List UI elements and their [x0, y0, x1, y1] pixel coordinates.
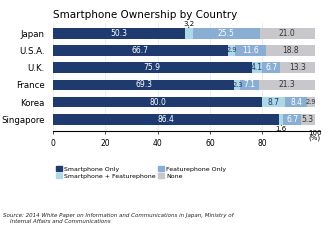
- Bar: [234, 79, 241, 90]
- Text: 66.7: 66.7: [132, 46, 149, 55]
- Text: 86.4: 86.4: [157, 115, 175, 124]
- Bar: [184, 28, 193, 38]
- Text: 80.0: 80.0: [149, 98, 166, 107]
- Bar: [262, 62, 280, 73]
- Bar: [53, 62, 252, 73]
- Bar: [279, 114, 283, 125]
- Text: 69.3: 69.3: [135, 80, 152, 89]
- Bar: [262, 97, 285, 107]
- Bar: [285, 97, 307, 107]
- Bar: [266, 45, 315, 56]
- Text: 5.3: 5.3: [302, 115, 314, 124]
- Text: 1.6: 1.6: [276, 126, 287, 132]
- Text: 13.3: 13.3: [289, 63, 306, 72]
- Text: 2.9: 2.9: [226, 47, 237, 53]
- Text: 25.5: 25.5: [218, 29, 235, 38]
- Text: 21.3: 21.3: [279, 80, 295, 89]
- Bar: [193, 28, 260, 38]
- Text: 7.1: 7.1: [244, 80, 256, 89]
- Text: 8.7: 8.7: [268, 98, 280, 107]
- Text: Source: 2014 White Paper on Information and Communications in Japan, Ministry of: Source: 2014 White Paper on Information …: [3, 213, 234, 224]
- Text: 3.2: 3.2: [183, 30, 194, 36]
- Text: 2.3: 2.3: [232, 82, 243, 88]
- Bar: [53, 114, 279, 125]
- Text: Smartphone Ownership by Country: Smartphone Ownership by Country: [53, 10, 237, 20]
- Text: 2.9: 2.9: [306, 99, 316, 105]
- Bar: [235, 45, 266, 56]
- Bar: [184, 28, 193, 38]
- Text: 21.0: 21.0: [279, 29, 296, 38]
- Bar: [53, 28, 184, 38]
- Text: 11.6: 11.6: [242, 46, 259, 55]
- Bar: [241, 79, 259, 90]
- Bar: [259, 79, 315, 90]
- Text: 6.7: 6.7: [265, 63, 277, 72]
- Text: (%): (%): [309, 134, 321, 141]
- Bar: [283, 114, 301, 125]
- Bar: [301, 114, 315, 125]
- Bar: [252, 62, 262, 73]
- Text: 18.8: 18.8: [282, 46, 299, 55]
- Bar: [280, 62, 315, 73]
- Text: 50.3: 50.3: [110, 29, 127, 38]
- Text: 75.9: 75.9: [144, 63, 161, 72]
- Text: 100: 100: [308, 130, 322, 136]
- Text: 3.2: 3.2: [183, 21, 194, 27]
- Bar: [307, 97, 315, 107]
- Legend: Smartphone Only, Smartphone + Featurephone, Featurephone Only, None: Smartphone Only, Smartphone + Featurepho…: [56, 166, 226, 179]
- Text: 6.7: 6.7: [286, 115, 298, 124]
- Bar: [53, 45, 228, 56]
- Text: 8.4: 8.4: [290, 98, 302, 107]
- Text: 4.1: 4.1: [251, 63, 263, 72]
- Bar: [279, 114, 283, 125]
- Bar: [53, 97, 262, 107]
- Bar: [228, 45, 235, 56]
- Bar: [260, 28, 315, 38]
- Bar: [53, 79, 234, 90]
